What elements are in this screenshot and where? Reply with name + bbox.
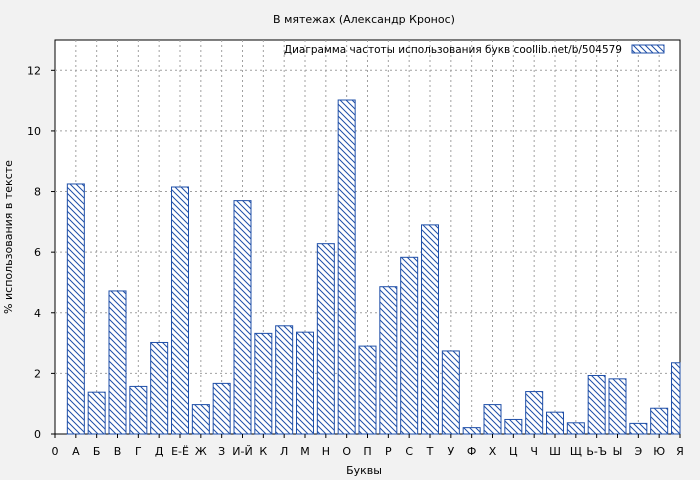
x-tick-label: Д (155, 445, 164, 458)
bar-Я (671, 362, 681, 435)
x-tick-label: Ш (549, 445, 561, 458)
bar-Д (150, 341, 169, 435)
x-tick-label: А (72, 445, 80, 458)
x-tick-label: Я (676, 445, 684, 458)
gridlines (55, 40, 680, 434)
x-tick-label: Щ (570, 445, 582, 458)
bar-Э (629, 422, 648, 435)
bar-Г (129, 385, 148, 435)
x-tick-label: Р (385, 445, 392, 458)
bar-Щ (566, 422, 585, 435)
x-tick-label: Ь-Ъ (586, 445, 607, 458)
x-tick-label: 0 (52, 445, 59, 458)
bar-Ю (650, 407, 669, 435)
y-tick-label: 0 (34, 428, 41, 441)
bar-Е-Ё (171, 186, 189, 435)
x-tick-label: П (363, 445, 371, 458)
bar-Р (379, 286, 398, 435)
bar-Л (275, 325, 294, 435)
x-tick-label: Ч (530, 445, 538, 458)
bar-Х (483, 404, 502, 435)
x-tick-label: Е-Ё (171, 445, 189, 458)
x-tick-label: Х (489, 445, 497, 458)
x-axis-label: Буквы (346, 464, 382, 477)
bar-Ш (546, 411, 564, 435)
y-tick-label: 2 (34, 367, 41, 380)
bars (66, 99, 681, 435)
bar-В (108, 290, 127, 435)
y-tick-label: 4 (34, 307, 41, 320)
bar-Ф (462, 427, 481, 435)
bar-У (441, 350, 460, 435)
x-tick-label: Л (280, 445, 288, 458)
bar-К (254, 332, 273, 435)
bar-Н (316, 243, 335, 435)
x-tick-label: Ю (653, 445, 665, 458)
x-tick-label: В (114, 445, 122, 458)
x-tick-label: О (342, 445, 351, 458)
bar-Ь-Ъ (587, 375, 606, 435)
x-tick-label: Т (426, 445, 434, 458)
legend: Диаграмма частоты использования букв coo… (284, 44, 665, 56)
x-tick-label: Ж (195, 445, 207, 458)
bar-Ц (504, 418, 523, 435)
bar-Ы (608, 378, 627, 435)
bar-И-Й (233, 200, 252, 435)
x-tick-label: Н (322, 445, 330, 458)
x-tick-label: С (405, 445, 413, 458)
x-tick-label: Ф (467, 445, 476, 458)
bar-О (337, 99, 356, 435)
y-axis-label: % использования в тексте (2, 160, 15, 314)
legend-label: Диаграмма частоты использования букв coo… (284, 44, 622, 56)
x-tick-label: З (218, 445, 225, 458)
y-axis-ticks: 0 2 4 6 8 10 12 (27, 64, 55, 441)
bar-Ч (525, 391, 544, 435)
x-axis-ticks: 0 А Б В Г Д Е-Ё Ж З И-Й К Л М Н О П Р С Т У Ф Х Ц Ч Ш Щ Ь-Ъ Ы Э Ю Я (52, 434, 684, 458)
x-tick-label: К (259, 445, 267, 458)
bar-А (66, 183, 85, 435)
x-tick-label: Ц (509, 445, 518, 458)
x-tick-label: И-Й (232, 445, 252, 458)
bar-С (400, 256, 419, 435)
bar-Т (421, 224, 439, 435)
y-tick-label: 6 (34, 246, 41, 259)
bar-З (212, 382, 231, 435)
bar-Б (87, 391, 106, 435)
x-tick-label: М (300, 445, 310, 458)
chart-title: В мятежах (Александр Кронос) (273, 13, 455, 26)
y-tick-label: 12 (27, 64, 41, 77)
bar-М (296, 331, 314, 435)
x-tick-label: Ы (613, 445, 623, 458)
x-tick-label: Б (93, 445, 101, 458)
y-tick-label: 10 (27, 125, 41, 138)
x-tick-label: Э (634, 445, 642, 458)
bar-П (358, 345, 377, 435)
legend-swatch (631, 44, 665, 54)
y-tick-label: 8 (34, 186, 41, 199)
x-tick-label: Г (135, 445, 142, 458)
bar-Ж (191, 404, 210, 435)
x-tick-label: У (447, 445, 454, 458)
